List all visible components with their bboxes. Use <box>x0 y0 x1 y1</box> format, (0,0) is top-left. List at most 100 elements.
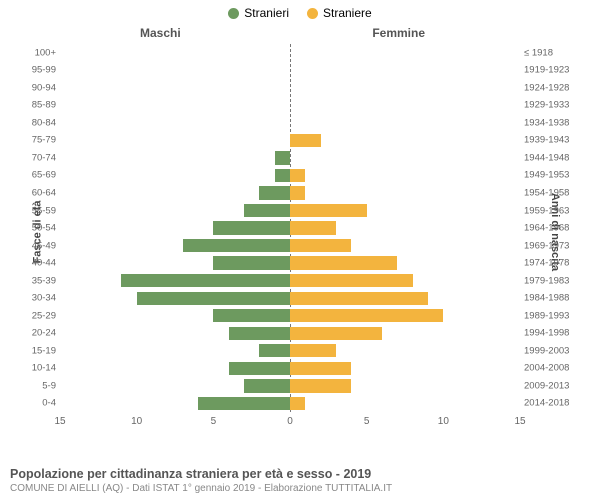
legend-female-swatch <box>307 8 318 19</box>
header-male: Maschi <box>140 26 181 40</box>
year-label: 1949-1953 <box>524 170 584 181</box>
age-label: 60-64 <box>22 188 56 199</box>
year-label: 1969-1973 <box>524 240 584 251</box>
bar-female <box>290 344 336 357</box>
bar-male <box>259 344 290 357</box>
plot-area: 100+≤ 191895-991919-192390-941924-192885… <box>60 44 520 412</box>
year-label: 1919-1923 <box>524 65 584 76</box>
legend-female-label: Straniere <box>323 6 372 20</box>
xtick: 10 <box>131 416 142 427</box>
row: 45-491969-1973 <box>60 237 520 255</box>
row: 10-142004-2008 <box>60 360 520 378</box>
bar-female <box>290 397 305 410</box>
age-label: 40-44 <box>22 258 56 269</box>
row: 15-191999-2003 <box>60 342 520 360</box>
bar-male <box>213 221 290 234</box>
row: 85-891929-1933 <box>60 97 520 115</box>
year-label: 1974-1978 <box>524 258 584 269</box>
bar-female <box>290 221 336 234</box>
age-label: 75-79 <box>22 135 56 146</box>
bar-male <box>244 379 290 392</box>
year-label: 1994-1998 <box>524 328 584 339</box>
legend-male: Stranieri <box>228 6 289 20</box>
year-label: 1984-1988 <box>524 293 584 304</box>
bar-male <box>275 151 290 164</box>
year-label: 1964-1968 <box>524 223 584 234</box>
xtick: 5 <box>211 416 217 427</box>
bar-male <box>183 239 290 252</box>
year-label: 1944-1948 <box>524 152 584 163</box>
row: 100+≤ 1918 <box>60 44 520 62</box>
age-label: 100+ <box>22 47 56 58</box>
year-label: 1959-1963 <box>524 205 584 216</box>
bar-male <box>213 256 290 269</box>
year-label: 1954-1958 <box>524 188 584 199</box>
row: 0-42014-2018 <box>60 395 520 413</box>
bar-female <box>290 256 397 269</box>
bar-female <box>290 379 351 392</box>
bar-female <box>290 327 382 340</box>
bar-female <box>290 362 351 375</box>
x-axis: 05510101515 <box>60 416 520 430</box>
year-label: 2009-2013 <box>524 380 584 391</box>
age-label: 10-14 <box>22 363 56 374</box>
age-label: 45-49 <box>22 240 56 251</box>
xtick: 0 <box>287 416 293 427</box>
age-label: 30-34 <box>22 293 56 304</box>
bar-male <box>213 309 290 322</box>
year-label: 1999-2003 <box>524 345 584 356</box>
bar-female <box>290 309 443 322</box>
bar-female <box>290 169 305 182</box>
bar-female <box>290 274 413 287</box>
year-label: 1989-1993 <box>524 310 584 321</box>
row: 65-691949-1953 <box>60 167 520 185</box>
age-label: 50-54 <box>22 223 56 234</box>
bar-female <box>290 186 305 199</box>
row: 5-92009-2013 <box>60 377 520 395</box>
year-label: 1924-1928 <box>524 82 584 93</box>
legend-male-swatch <box>228 8 239 19</box>
age-label: 5-9 <box>22 380 56 391</box>
age-label: 95-99 <box>22 65 56 76</box>
bar-male <box>137 292 290 305</box>
age-label: 35-39 <box>22 275 56 286</box>
year-label: 1979-1983 <box>524 275 584 286</box>
bar-male <box>121 274 290 287</box>
row: 40-441974-1978 <box>60 254 520 272</box>
bar-male <box>275 169 290 182</box>
row: 95-991919-1923 <box>60 62 520 80</box>
row: 75-791939-1943 <box>60 132 520 150</box>
year-label: ≤ 1918 <box>524 47 584 58</box>
footer: Popolazione per cittadinanza straniera p… <box>10 467 392 494</box>
row: 55-591959-1963 <box>60 202 520 220</box>
age-label: 0-4 <box>22 398 56 409</box>
legend: Stranieri Straniere <box>0 0 600 22</box>
row: 70-741944-1948 <box>60 149 520 167</box>
bar-female <box>290 204 367 217</box>
age-label: 90-94 <box>22 82 56 93</box>
chart-area: Maschi Femmine Fasce di età Anni di nasc… <box>0 22 600 442</box>
age-label: 65-69 <box>22 170 56 181</box>
bar-male <box>229 327 290 340</box>
age-label: 20-24 <box>22 328 56 339</box>
xtick: 10 <box>438 416 449 427</box>
legend-female: Straniere <box>307 6 372 20</box>
bar-female <box>290 292 428 305</box>
year-label: 1939-1943 <box>524 135 584 146</box>
row: 60-641954-1958 <box>60 184 520 202</box>
bar-female <box>290 239 351 252</box>
row: 90-941924-1928 <box>60 79 520 97</box>
xtick: 15 <box>514 416 525 427</box>
age-label: 55-59 <box>22 205 56 216</box>
age-label: 15-19 <box>22 345 56 356</box>
row: 30-341984-1988 <box>60 289 520 307</box>
bar-male <box>198 397 290 410</box>
bar-male <box>259 186 290 199</box>
bar-male <box>244 204 290 217</box>
rows-container: 100+≤ 191895-991919-192390-941924-192885… <box>60 44 520 412</box>
year-label: 2004-2008 <box>524 363 584 374</box>
row: 50-541964-1968 <box>60 219 520 237</box>
footer-subtitle: COMUNE DI AIELLI (AQ) - Dati ISTAT 1° ge… <box>10 483 392 494</box>
bar-female <box>290 134 321 147</box>
header-female: Femmine <box>372 26 425 40</box>
